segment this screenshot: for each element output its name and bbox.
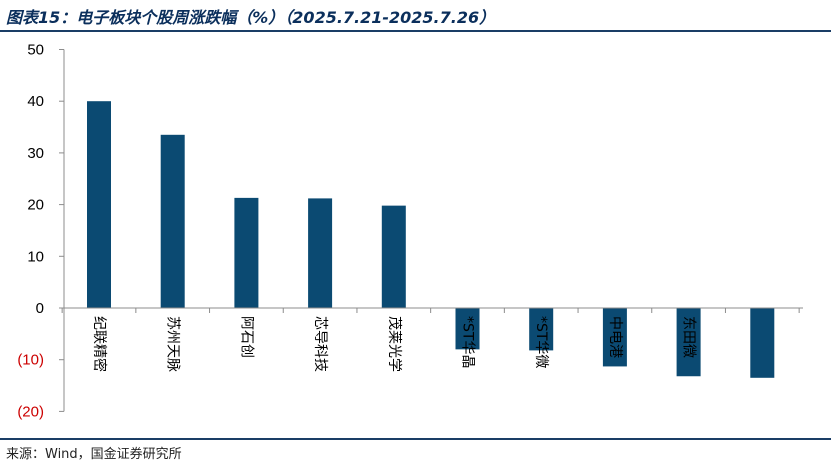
bar [308,198,333,308]
footer-divider [0,438,831,440]
bar [455,308,480,350]
bar [750,308,775,378]
x-tick-label: 中电港 [607,316,623,358]
bar [234,197,259,308]
x-tick-label: *ST华晶 [460,316,476,368]
y-tick-label: 0 [36,300,44,317]
y-tick-label: 20 [27,197,44,214]
y-tick-label: 30 [27,145,44,162]
x-tick-label: 阿石创 [238,316,254,358]
bar [381,205,406,308]
y-tick-label: 40 [27,93,44,110]
bar [87,101,111,308]
x-tick-label: 东田微 [681,316,697,358]
bar [676,308,701,377]
source-note: 来源：Wind，国金证券研究所 [6,447,182,462]
y-tick-label: (10) [17,352,44,369]
x-tick-label: 芯导科技 [312,316,328,372]
x-tick-label: 茂莱光学 [386,316,403,372]
bar [602,308,627,367]
bar-chart: 50 40 30 20 10 0 (10) (20) 纪联精密 苏州天脉 阿石创 芯导科技 茂莱光学 *S… [17,42,803,420]
bar [160,134,185,308]
bar [529,308,554,351]
y-tick-label: 10 [27,248,44,265]
x-tick-label: 纪联精密 [91,316,108,372]
x-tick-label: 苏州天脉 [165,316,181,372]
title-divider [0,30,831,32]
chart-title: 图表15：电子板块个股周涨跌幅（%）（2025.7.21-2025.7.26） [6,8,496,27]
y-tick-label: 50 [27,42,44,59]
y-tick-label: (20) [17,403,44,420]
x-tick-label: *ST华微 [533,316,549,368]
